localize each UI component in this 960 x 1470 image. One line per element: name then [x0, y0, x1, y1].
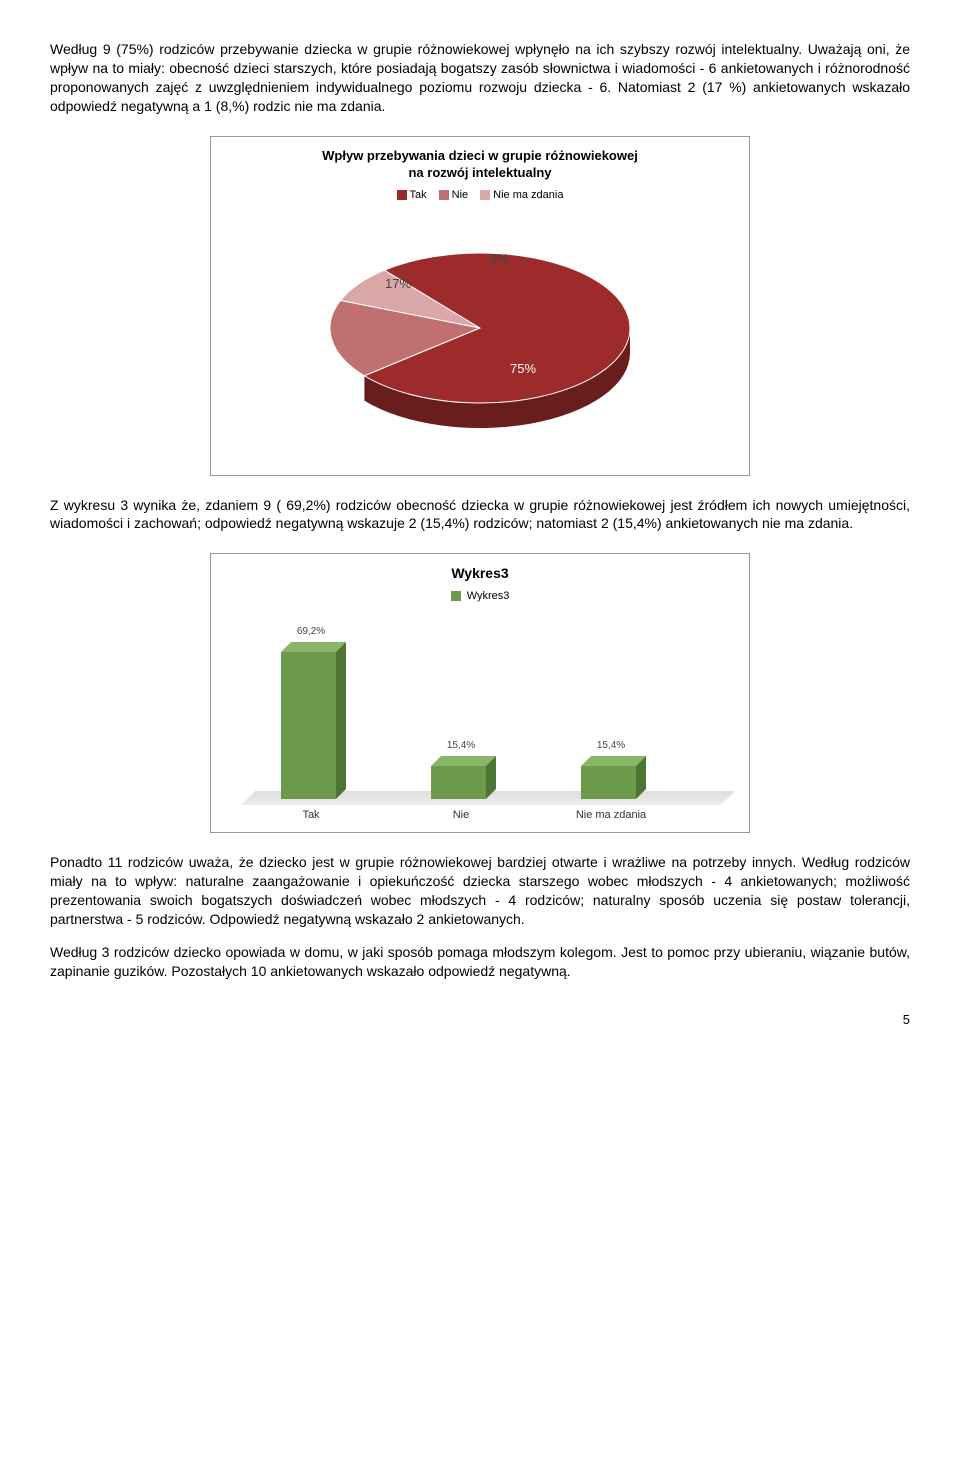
- bar-side: [336, 642, 346, 799]
- bar-legend-label: Wykres3: [467, 590, 510, 602]
- bar-legend: Wykres3: [221, 589, 739, 604]
- bar-legend-item: Wykres3: [451, 589, 510, 604]
- pie-legend-item: Nie ma zdania: [480, 188, 563, 203]
- paragraph-1: Według 9 (75%) rodziców przebywanie dzie…: [50, 40, 910, 116]
- bar-category-label: Nie: [401, 808, 521, 823]
- pie-plot: 75% 17% 8%: [290, 218, 670, 438]
- pie-legend-label: Nie ma zdania: [493, 189, 563, 201]
- bar-front: [431, 766, 486, 799]
- pie-title-line2: na rozwój intelektualny: [408, 165, 551, 180]
- pie-legend-swatch: [439, 190, 449, 200]
- bar-value-label: 69,2%: [281, 625, 341, 639]
- pie-chart-container: Wpływ przebywania dzieci w grupie różnow…: [210, 136, 750, 476]
- bar-chart-title: Wykres3: [221, 564, 739, 583]
- pie-legend-label: Tak: [410, 189, 427, 201]
- paragraph-3: Ponadto 11 rodziców uważa, że dziecko je…: [50, 853, 910, 929]
- bar-category-label: Tak: [251, 808, 371, 823]
- bar-legend-swatch: [451, 591, 461, 601]
- pie-legend-item: Tak: [397, 188, 427, 203]
- pie-legend-item: Nie: [439, 188, 469, 203]
- bar-value-label: 15,4%: [581, 739, 641, 753]
- pie-legend-label: Nie: [452, 189, 469, 201]
- pie-legend-swatch: [397, 190, 407, 200]
- pie-title-line1: Wpływ przebywania dzieci w grupie różnow…: [322, 148, 638, 163]
- paragraph-2: Z wykresu 3 wynika że, zdaniem 9 ( 69,2%…: [50, 496, 910, 534]
- pie-legend-swatch: [480, 190, 490, 200]
- pie-slice-label: 17%: [385, 276, 411, 291]
- bar-value-label: 15,4%: [431, 739, 491, 753]
- bar-front: [281, 652, 336, 799]
- page-number: 5: [50, 1011, 910, 1029]
- paragraph-4: Według 3 rodziców dziecko opowiada w dom…: [50, 943, 910, 981]
- pie-slice-label: 8%: [490, 251, 509, 266]
- pie-chart-title: Wpływ przebywania dzieci w grupie różnow…: [221, 147, 739, 182]
- bar-category-label: Nie ma zdania: [551, 808, 671, 823]
- pie-legend: Tak Nie Nie ma zdania: [221, 188, 739, 203]
- bar-front: [581, 766, 636, 799]
- bar-chart-container: Wykres3 Wykres3 69,2%Tak15,4%Nie15,4%Nie…: [210, 553, 750, 833]
- pie-slice-label: 75%: [510, 361, 536, 376]
- bar-plot: 69,2%Tak15,4%Nie15,4%Nie ma zdania: [241, 619, 719, 819]
